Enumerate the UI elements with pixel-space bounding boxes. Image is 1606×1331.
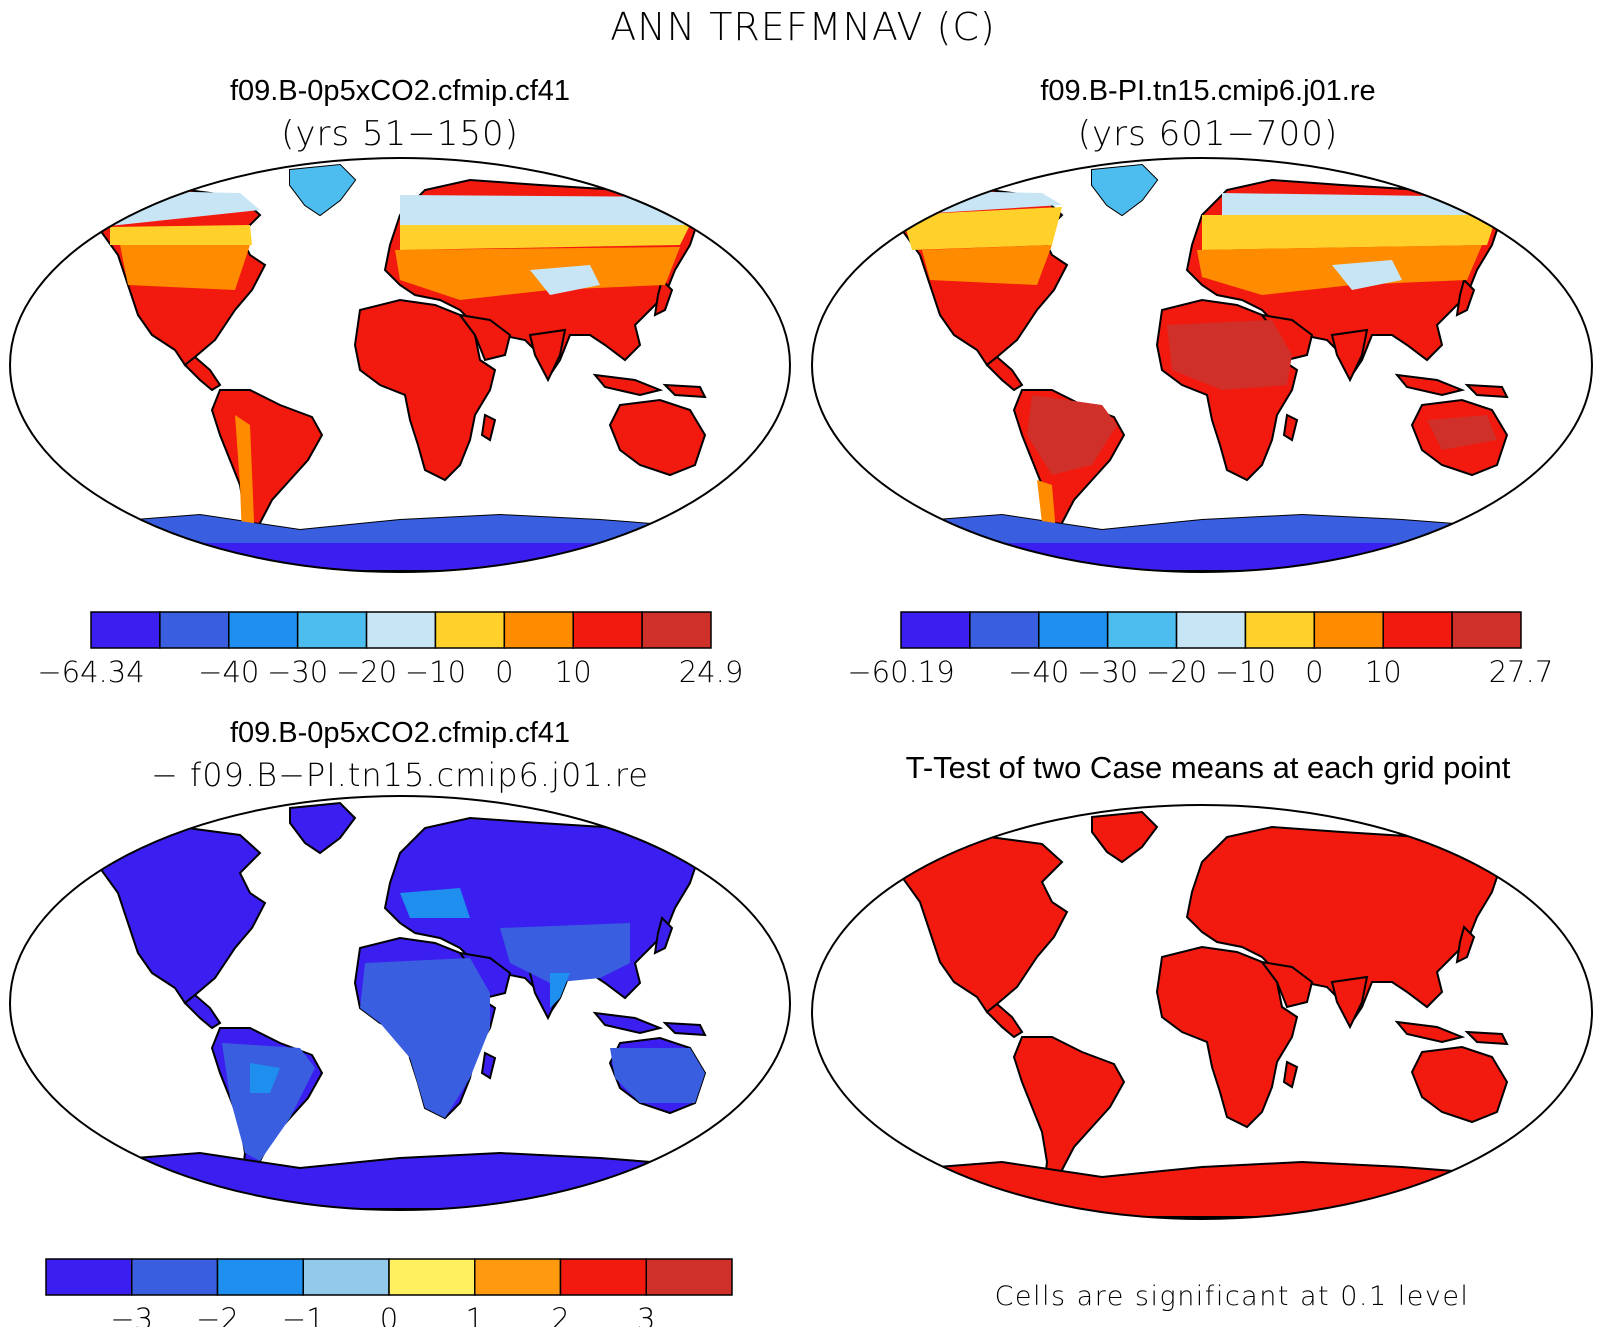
colorbar-swatch	[969, 611, 1040, 649]
panel-ttest-note: Cells are significant at 0.1 level	[995, 1281, 1470, 1312]
colorbar-swatch	[296, 611, 368, 649]
panel-case1-subtitle: (yrs 51−150)	[281, 114, 519, 154]
colorbar-swatch	[1313, 611, 1384, 649]
colorbar-tick-label: 24.9	[679, 655, 744, 689]
colorbar-tick-label: 0	[495, 655, 513, 689]
colorbar-tick-label: 10	[555, 655, 592, 689]
panel-ttest-title: T-Test of two Case means at each grid po…	[906, 750, 1511, 785]
colorbar-swatch	[572, 611, 643, 649]
panel-case2-title: f09.B-PI.tn15.cmip6.j01.re	[1040, 75, 1375, 107]
colorbar-swatch	[1244, 611, 1316, 649]
colorbar-case1: −64.34 −40 −30 −20 −10 0 10 24.9	[37, 611, 744, 689]
colorbar-swatch	[388, 1258, 476, 1296]
map-case2-border	[811, 157, 1593, 573]
colorbar-tick-label: 3	[637, 1302, 655, 1327]
colorbar-swatch	[641, 611, 712, 649]
panel-case1-title: f09.B-0p5xCO2.cfmip.cf41	[230, 75, 570, 107]
colorbar-tick-label: −3	[110, 1302, 153, 1327]
colorbar-swatch	[1038, 611, 1109, 649]
colorbar-tick-label: −64.34	[37, 655, 144, 689]
colorbar-tick-label: −10	[1215, 655, 1276, 689]
colorbar-swatch	[503, 611, 574, 649]
colorbar-tick-label: −40	[198, 655, 259, 689]
panel-case2: f09.B-PI.tn15.cmip6.j01.re (yrs 601−700)	[811, 75, 1593, 689]
colorbar-swatch	[216, 1258, 304, 1296]
map-case2	[811, 157, 1593, 573]
map-ttest-border	[811, 804, 1593, 1220]
colorbar-swatch	[45, 1258, 133, 1296]
map-diff-border	[9, 795, 791, 1211]
colorbar-swatch	[90, 611, 161, 649]
colorbar-case2: −60.19 −40 −30 −20 −10 0 10 27.7	[847, 611, 1554, 689]
map-ttest	[811, 804, 1593, 1220]
panel-diff-subtitle: − f09.B−PI.tn15.cmip6.j01.re	[151, 756, 649, 794]
colorbar-swatch	[645, 1258, 733, 1296]
colorbar-swatch	[228, 611, 299, 649]
colorbar-tick-label: −30	[267, 655, 328, 689]
colorbar-swatch	[900, 611, 971, 649]
colorbar-swatch	[559, 1258, 647, 1296]
colorbar-swatch	[1175, 611, 1247, 649]
panel-case1: f09.B-0p5xCO2.cfmip.cf41 (yrs 51−150)	[9, 75, 791, 689]
colorbar-tick-label: 0	[1305, 655, 1323, 689]
colorbar-swatch	[474, 1258, 562, 1296]
map-case1-border	[9, 157, 791, 573]
colorbar-swatch	[434, 611, 506, 649]
colorbar-tick-label: 0	[380, 1302, 398, 1327]
colorbar-tick-label: −1	[282, 1302, 325, 1327]
map-diff	[9, 795, 791, 1211]
colorbar-tick-label: 10	[1365, 655, 1402, 689]
colorbar-swatch	[365, 611, 437, 649]
colorbar-tick-label: −40	[1008, 655, 1069, 689]
panel-diff-title: f09.B-0p5xCO2.cfmip.cf41	[230, 717, 570, 749]
colorbar-tick-label: 27.7	[1489, 655, 1554, 689]
figure-main-title: ANN TREFMNAV (C)	[610, 5, 995, 49]
panel-diff: f09.B-0p5xCO2.cfmip.cf41 − f09.B−PI.tn15…	[9, 717, 791, 1331]
colorbar-tick-label: 2	[551, 1302, 569, 1327]
colorbar-tick-label: −30	[1077, 655, 1138, 689]
colorbar-swatch	[302, 1258, 390, 1296]
colorbar-swatch	[159, 611, 230, 649]
colorbar-tick-label: −60.19	[847, 655, 954, 689]
colorbar-swatch	[1451, 611, 1522, 649]
colorbar-swatch	[1382, 611, 1453, 649]
colorbar-tick-label: −2	[196, 1302, 239, 1327]
colorbar-tick-label: −20	[1146, 655, 1207, 689]
colorbar-swatch	[131, 1258, 219, 1296]
map-case1	[9, 157, 791, 573]
colorbar-tick-label: −10	[405, 655, 466, 689]
colorbar-tick-label: −20	[336, 655, 397, 689]
panel-case2-subtitle: (yrs 601−700)	[1078, 114, 1338, 154]
colorbar-tick-label: 1	[466, 1302, 484, 1327]
colorbar-swatch	[1106, 611, 1178, 649]
panel-ttest: T-Test of two Case means at each grid po…	[811, 750, 1593, 1312]
colorbar-diff: −3 −2 −1 0 1 2 3	[45, 1258, 733, 1331]
